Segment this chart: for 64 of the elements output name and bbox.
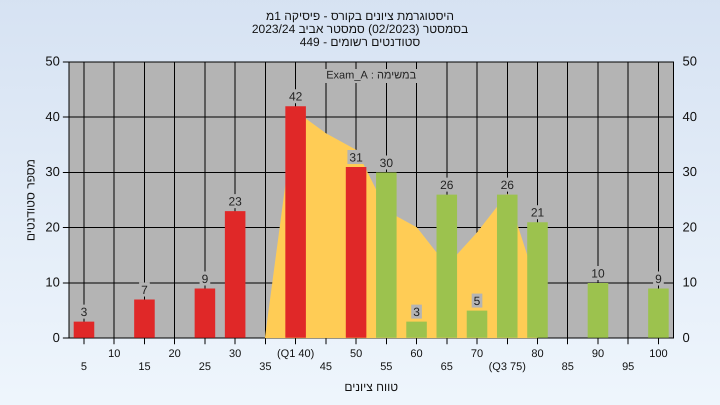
data-label: 21: [530, 206, 544, 220]
x-tick-label: 85: [562, 361, 574, 374]
chart-title: היסטוגרמת ציונים בקורס - פיסיקה 1מ בסמסטר (02/2023) סמסטר אביב 2023/24 סטודנטים רשומים - 449: [250, 9, 470, 49]
y-tick-label: 20: [45, 219, 60, 234]
bar: [527, 222, 548, 338]
bar: [406, 322, 427, 338]
data-label: 26: [500, 178, 514, 192]
data-label: 5: [474, 294, 481, 308]
data-label: 9: [655, 272, 662, 286]
x-tick-label: 60: [410, 348, 423, 360]
y2-tick-label: 10: [682, 274, 698, 290]
data-label: 30: [380, 156, 394, 170]
y2-tick-label: 0: [682, 330, 690, 345]
x-tick-label: 95: [622, 361, 634, 374]
x-tick-label: 30: [229, 348, 242, 360]
x-tick-label: 25: [198, 361, 212, 374]
x-tick-label: 5: [80, 361, 88, 374]
x-tick-label: 65: [440, 361, 453, 374]
bar: [134, 300, 155, 338]
x-tick-label: 100: [649, 348, 668, 360]
bar: [588, 282, 608, 338]
x-tick-label: 45: [320, 361, 332, 374]
bar: [466, 310, 488, 338]
y-tick-label: 50: [45, 54, 60, 69]
x-tick-label: 10: [108, 348, 120, 360]
x-tick-label: (Q3 75): [488, 361, 526, 374]
y-tick-label: 30: [45, 164, 60, 180]
bar: [496, 194, 518, 338]
bar: [376, 172, 397, 338]
annotation: במשימה : Exam_A: [326, 70, 417, 82]
bar: [224, 211, 246, 338]
x-tick-label: (Q1 40): [276, 348, 314, 360]
x-axis-title: טווח ציונים: [344, 380, 398, 394]
y2-tick-label: 40: [682, 108, 698, 124]
y-tick-label: 40: [45, 108, 60, 124]
data-label: 23: [228, 194, 242, 208]
bar: [285, 106, 306, 338]
x-tick-label: 20: [168, 348, 181, 360]
x-tick-label: 35: [259, 361, 272, 374]
y-axis-title: מספר סטודנטים: [24, 159, 38, 242]
y-tick-label: 0: [52, 330, 60, 345]
x-tick-label: 80: [531, 348, 544, 360]
data-label: 42: [288, 90, 303, 104]
data-label: 26: [440, 178, 454, 192]
y2-tick-label: 50: [682, 54, 698, 69]
x-tick-label: 90: [592, 348, 604, 360]
x-tick-label: 70: [470, 348, 484, 360]
bar: [74, 322, 94, 338]
bar: [346, 166, 366, 338]
x-tick-label: 50: [350, 348, 362, 360]
y-tick-label: 10: [45, 274, 60, 290]
bar: [436, 194, 458, 338]
data-label: 9: [202, 272, 209, 286]
bar: [648, 288, 669, 338]
y2-tick-label: 30: [682, 164, 698, 180]
x-tick-label: 15: [138, 361, 151, 374]
x-tick-label: 55: [380, 361, 392, 374]
data-label: 3: [413, 304, 420, 319]
data-label: 3: [80, 304, 88, 319]
data-label: 7: [141, 282, 148, 297]
bar: [194, 288, 216, 338]
data-label: 31: [349, 150, 364, 164]
data-label: 10: [591, 266, 605, 280]
y2-tick-label: 20: [682, 219, 698, 234]
